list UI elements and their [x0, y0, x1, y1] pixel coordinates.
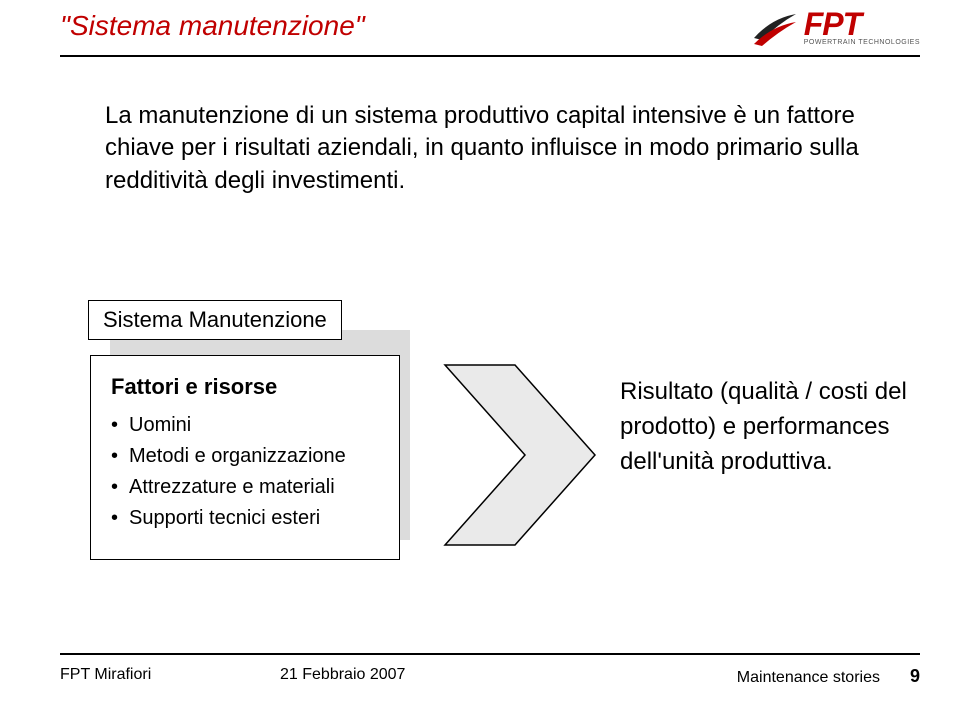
slide-title: "Sistema manutenzione" — [60, 10, 365, 42]
slide-header: "Sistema manutenzione" FPT POWERTRAIN TE… — [60, 10, 920, 60]
logo-sub-text: POWERTRAIN TECHNOLOGIES — [804, 39, 920, 46]
list-item: Supporti tecnici esteri — [111, 503, 379, 534]
slide-footer: FPT Mirafiori 21 Febbraio 2007 Maintenan… — [60, 666, 920, 687]
logo-swoosh-icon — [752, 10, 798, 46]
intro-paragraph: La manutenzione di un sistema produttivo… — [105, 100, 870, 197]
footer-left: FPT Mirafiori — [60, 666, 280, 687]
footer-rule — [60, 653, 920, 655]
brand-logo: FPT POWERTRAIN TECHNOLOGIES — [752, 10, 920, 46]
footer-right-text: Maintenance stories — [737, 669, 880, 687]
factors-box: Fattori e risorse Uomini Metodi e organi… — [90, 355, 400, 560]
list-item: Attrezzature e materiali — [111, 472, 379, 503]
factors-list: Uomini Metodi e organizzazione Attrezzat… — [111, 410, 379, 534]
box-label: Sistema Manutenzione — [88, 300, 342, 340]
result-text: Risultato (qualità / costi del prodotto)… — [620, 375, 910, 479]
list-item: Uomini — [111, 410, 379, 441]
footer-date: 21 Febbraio 2007 — [280, 666, 737, 687]
arrow-icon — [440, 360, 600, 550]
box-heading: Fattori e risorse — [111, 374, 379, 400]
logo-main-text: FPT — [804, 10, 861, 39]
logo-text: FPT POWERTRAIN TECHNOLOGIES — [804, 10, 920, 46]
page-number: 9 — [910, 666, 920, 687]
footer-right: Maintenance stories 9 — [737, 666, 920, 687]
diagram: Sistema Manutenzione Fattori e risorse U… — [80, 300, 900, 580]
list-item: Metodi e organizzazione — [111, 441, 379, 472]
header-rule — [60, 55, 920, 57]
